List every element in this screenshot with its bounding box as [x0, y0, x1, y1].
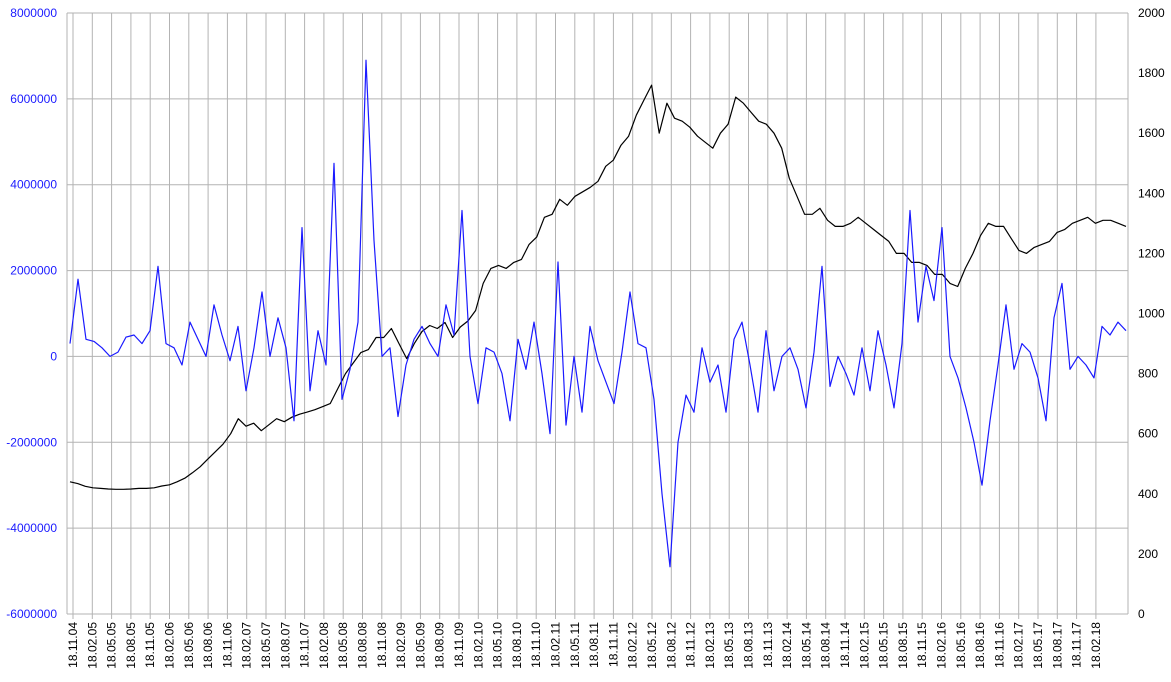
- gridlines: [67, 12, 1128, 615]
- left-tick-label: -6000000: [6, 607, 57, 621]
- x-tick-label: 18.11.12: [684, 622, 698, 668]
- x-tick-label: 18.11.15: [915, 622, 929, 668]
- right-tick-label: 0: [1138, 607, 1145, 621]
- x-tick-label: 18.02.08: [317, 622, 331, 669]
- left-tick-label: 0: [50, 349, 57, 363]
- x-tick-label: 18.08.09: [433, 622, 447, 669]
- x-tick-label: 18.08.10: [510, 622, 524, 669]
- right-y-axis: 0 200 400 600 800 1000 1200 1400 1600 1800 2000: [1127, 6, 1165, 621]
- x-tick-label: 18.08.17: [1050, 622, 1064, 669]
- x-tick-label: 18.02.11: [549, 622, 563, 668]
- x-tick-label: 18.08.16: [973, 622, 987, 669]
- x-tick-label: 18.02.14: [780, 622, 794, 669]
- x-tick-label: 18.11.17: [1070, 622, 1084, 668]
- x-tick-label: 18.05.10: [491, 622, 505, 669]
- x-tick-label: 18.08.06: [201, 622, 215, 669]
- x-tick-label: 18.05.15: [877, 622, 891, 669]
- right-tick-label: 1800: [1138, 66, 1165, 80]
- x-tick-label: 18.02.10: [471, 622, 485, 669]
- x-tick-label: 18.05.05: [105, 622, 119, 669]
- left-tick-label: 2000000: [10, 264, 57, 278]
- x-tick-label: 18.11.14: [838, 622, 852, 668]
- x-tick-label: 18.08.05: [124, 622, 138, 669]
- x-tick-label: 18.02.06: [163, 622, 177, 669]
- x-tick-label: 18.05.16: [954, 622, 968, 669]
- right-tick-label: 1000: [1138, 307, 1165, 321]
- series-layer: [69, 59, 1127, 568]
- x-tick-label: 18.08.14: [819, 622, 833, 669]
- x-tick-label: 18.11.13: [761, 622, 775, 668]
- x-tick-label: 18.02.07: [240, 622, 254, 669]
- x-tick-label: 18.02.16: [935, 622, 949, 669]
- x-tick-label: 18.05.14: [799, 622, 813, 669]
- x-tick-label: 18.02.09: [394, 622, 408, 669]
- x-tick-label: 18.08.15: [896, 622, 910, 669]
- series-line-left-axis: [69, 59, 1127, 568]
- x-tick-label: 18.11.07: [298, 622, 312, 668]
- x-tick-label: 18.02.05: [85, 622, 99, 669]
- x-tick-label: 18.02.12: [626, 622, 640, 669]
- x-tick-label: 18.02.17: [1012, 622, 1026, 669]
- x-tick-label: 18.05.17: [1031, 622, 1045, 669]
- x-tick-label: 18.11.06: [220, 622, 234, 668]
- x-tick-label: 18.08.07: [278, 622, 292, 669]
- x-tick-label: 18.05.06: [182, 622, 196, 669]
- x-tick-label: 18.11.08: [375, 622, 389, 668]
- x-tick-label: 18.05.09: [413, 622, 427, 669]
- right-tick-label: 1600: [1138, 126, 1165, 140]
- x-tick-label: 18.05.07: [259, 622, 273, 669]
- left-tick-label: 6000000: [10, 92, 57, 106]
- left-y-axis: -6000000 -4000000 -2000000 0 2000000 4000000 6…: [6, 6, 68, 621]
- right-tick-label: 400: [1138, 487, 1158, 501]
- x-tick-label: 18.11.16: [992, 622, 1006, 668]
- series-line-right-axis: [69, 84, 1127, 490]
- x-tick-label: 18.02.13: [703, 622, 717, 669]
- left-tick-label: -2000000: [6, 435, 57, 449]
- x-tick-label: 18.11.05: [143, 622, 157, 668]
- right-tick-label: 600: [1138, 427, 1158, 441]
- x-tick-label: 18.02.15: [857, 622, 871, 669]
- x-tick-label: 18.08.12: [664, 622, 678, 669]
- right-tick-label: 2000: [1138, 6, 1165, 20]
- x-tick-label: 18.05.08: [336, 622, 350, 669]
- x-tick-label: 18.08.11: [587, 622, 601, 668]
- right-tick-label: 1200: [1138, 246, 1165, 260]
- right-tick-label: 200: [1138, 547, 1158, 561]
- right-tick-label: 1400: [1138, 186, 1165, 200]
- x-axis: 18.11.04 18.02.05 18.05.05 18.08.05 18.11.05…: [66, 613, 1128, 669]
- x-tick-label: 18.05.13: [722, 622, 736, 669]
- x-tick-label: 18.11.11: [606, 622, 620, 667]
- x-tick-label: 18.05.12: [645, 622, 659, 669]
- x-tick-label: 18.11.10: [529, 622, 543, 668]
- x-tick-label: 18.08.08: [356, 622, 370, 669]
- left-tick-label: -4000000: [6, 521, 57, 535]
- left-tick-label: 4000000: [10, 178, 57, 192]
- x-tick-label: 18.11.04: [66, 622, 80, 668]
- x-tick-label: 18.05.11: [568, 622, 582, 668]
- x-tick-label: 18.11.09: [452, 622, 466, 668]
- left-tick-label: 8000000: [10, 6, 57, 20]
- right-tick-label: 800: [1138, 367, 1158, 381]
- x-tick-label: 18.08.13: [742, 622, 756, 669]
- x-tick-label: 18.02.18: [1089, 622, 1103, 669]
